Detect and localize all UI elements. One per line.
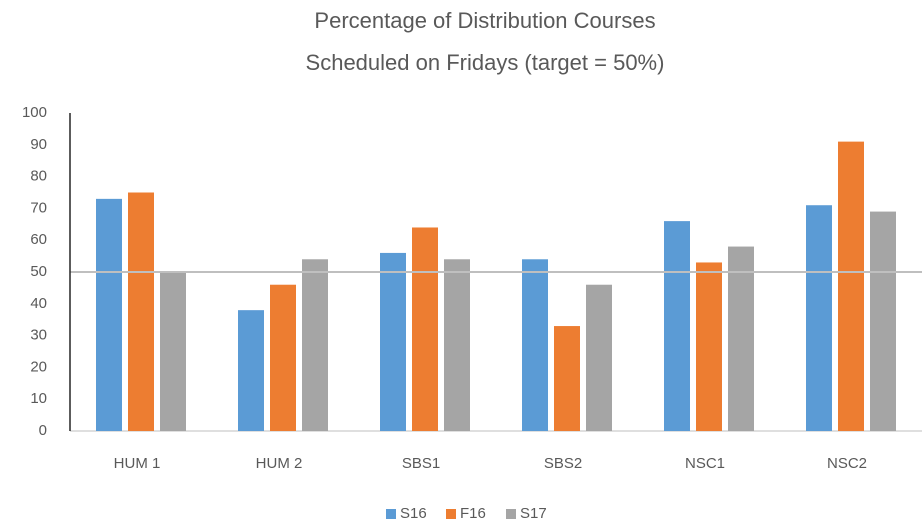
y-tick-label: 80 bbox=[30, 168, 47, 185]
bar bbox=[412, 227, 438, 431]
legend-swatch bbox=[506, 509, 516, 519]
bar bbox=[160, 272, 186, 431]
x-tick-label: HUM 1 bbox=[114, 455, 161, 472]
legend-swatch bbox=[446, 509, 456, 519]
chart-title: Scheduled on Fridays (target = 50%) bbox=[306, 50, 665, 75]
bar bbox=[522, 259, 548, 431]
bar bbox=[806, 205, 832, 431]
bar bbox=[380, 252, 406, 431]
bar bbox=[238, 310, 264, 431]
bar bbox=[586, 284, 612, 431]
x-tick-label: NSC1 bbox=[685, 455, 725, 472]
legend-label: F16 bbox=[460, 505, 486, 522]
bar bbox=[302, 259, 328, 431]
y-tick-label: 60 bbox=[30, 231, 47, 248]
bar bbox=[696, 262, 722, 431]
legend-swatch bbox=[386, 509, 396, 519]
bar bbox=[128, 192, 154, 431]
bar bbox=[838, 141, 864, 431]
y-tick-label: 70 bbox=[30, 199, 47, 216]
x-tick-label: NSC2 bbox=[827, 455, 867, 472]
bar bbox=[728, 246, 754, 431]
y-tick-label: 30 bbox=[30, 327, 47, 344]
bar bbox=[444, 259, 470, 431]
bar bbox=[664, 221, 690, 431]
y-tick-label: 0 bbox=[39, 422, 47, 439]
bar bbox=[870, 211, 896, 431]
legend-label: S17 bbox=[520, 505, 547, 522]
x-tick-label: SBS1 bbox=[402, 455, 440, 472]
bar bbox=[96, 198, 122, 431]
y-tick-label: 10 bbox=[30, 390, 47, 407]
legend-label: S16 bbox=[400, 505, 427, 522]
y-tick-label: 50 bbox=[30, 263, 47, 280]
bar bbox=[270, 284, 296, 431]
bar bbox=[554, 326, 580, 431]
y-tick-label: 90 bbox=[30, 136, 47, 153]
y-tick-label: 20 bbox=[30, 358, 47, 375]
x-tick-label: SBS2 bbox=[544, 455, 582, 472]
y-tick-label: 100 bbox=[22, 104, 47, 121]
chart-title: Percentage of Distribution Courses bbox=[314, 8, 655, 33]
x-tick-label: HUM 2 bbox=[256, 455, 303, 472]
y-tick-label: 40 bbox=[30, 295, 47, 312]
